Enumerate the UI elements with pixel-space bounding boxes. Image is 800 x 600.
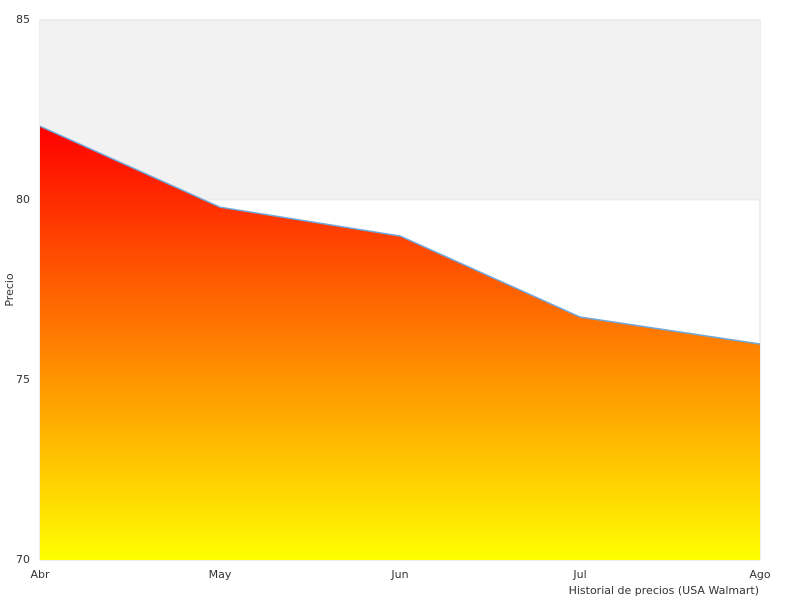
y-tick-label: 85 bbox=[16, 13, 30, 26]
x-tick-label: May bbox=[209, 568, 232, 581]
area bbox=[40, 126, 760, 560]
x-tick-label: Ago bbox=[749, 568, 771, 581]
x-axis-title: Historial de precios (USA Walmart) bbox=[569, 584, 759, 597]
x-tick-label: Abr bbox=[30, 568, 50, 581]
x-tick-label: Jul bbox=[572, 568, 586, 581]
y-tick-label: 70 bbox=[16, 553, 30, 566]
y-tick-label: 80 bbox=[16, 193, 30, 206]
y-tick-label: 75 bbox=[16, 373, 30, 386]
y-axis-title: Precio bbox=[3, 273, 16, 307]
grid-band bbox=[40, 20, 760, 200]
line bbox=[39, 125, 761, 345]
x-tick-label: Jun bbox=[390, 568, 408, 581]
